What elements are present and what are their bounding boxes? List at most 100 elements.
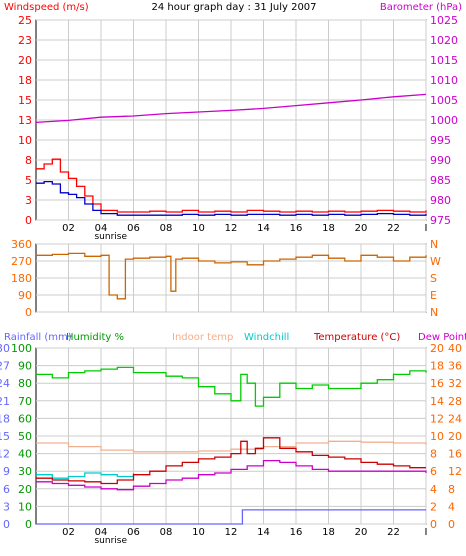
y-tick-label-direction: 90: [18, 289, 32, 302]
y-tick-label-temp-a: 10: [430, 430, 444, 443]
y-tick-label-temp-b: 28: [448, 395, 462, 408]
x-tick-label: 10: [192, 223, 205, 234]
temperature-series: [36, 437, 426, 485]
y-tick-label-humidity: 10: [18, 500, 32, 513]
y-tick-label-direction: 270: [11, 255, 32, 268]
y-tick-label-temp-a: 8: [430, 448, 437, 461]
y-tick-label-compass: S: [430, 272, 437, 285]
y-tick-label-temp-b: 36: [448, 360, 462, 373]
y-tick-label-windspeed: 20: [18, 54, 32, 67]
y-tick-label-barometer: 1010: [430, 74, 458, 87]
humidity-series: [36, 366, 427, 407]
x-tick-label: 06: [127, 527, 140, 538]
y-tick-label-rainfall: 9: [3, 465, 10, 478]
y-tick-label-windspeed: 5: [25, 174, 32, 187]
y-tick-label-rainfall: 21: [0, 395, 10, 408]
x-tick-label: I: [425, 527, 428, 538]
y-tick-label-rainfall: 6: [3, 483, 10, 496]
x-tick-label: 04: [95, 223, 108, 234]
y-tick-label-direction: 360: [11, 238, 32, 251]
x-tick-label: 16: [290, 527, 303, 538]
y-tick-label-humidity: 0: [25, 518, 32, 531]
chart-title: 24 hour graph day : 31 July 2007: [151, 2, 316, 13]
y-tick-label-windspeed: 13: [18, 114, 32, 127]
x-tick-label: 04: [95, 527, 108, 538]
rainfall-series: [36, 509, 426, 525]
x-tick-label: 20: [355, 527, 368, 538]
y-tick-label-temp-b: 12: [448, 465, 462, 478]
y-tick-label-temp-a: 18: [430, 360, 444, 373]
x-tick-label: 02: [62, 223, 75, 234]
barometer-series: [35, 93, 427, 124]
y-tick-label-rainfall: 18: [0, 412, 10, 425]
y-tick-label-compass: W: [430, 255, 441, 268]
x-tick-label: 22: [387, 527, 400, 538]
y-tick-label-humidity: 20: [18, 483, 32, 496]
x-tick-label: 02: [62, 527, 75, 538]
windspeed-series: [36, 158, 427, 213]
rainfall-axis-label: Rainfall (mm): [4, 332, 72, 343]
y-tick-label-windspeed: 25: [18, 14, 32, 27]
y-tick-label-windspeed: 3: [25, 194, 32, 207]
y-tick-label-windspeed: 0: [25, 214, 32, 227]
y-tick-label-rainfall: 24: [0, 377, 10, 390]
y-tick-label-rainfall: 12: [0, 448, 10, 461]
windspeed-axis-label: Windspeed (m/s): [4, 2, 89, 13]
y-tick-label-compass: N: [430, 238, 438, 251]
temperature-axis-label: Temperature (°C): [313, 332, 400, 343]
x-tick-label: 12: [225, 527, 238, 538]
y-tick-label-temp-b: 16: [448, 448, 462, 461]
y-tick-label-windspeed: 8: [25, 154, 32, 167]
y-tick-label-temp-b: 24: [448, 412, 462, 425]
y-tick-label-temp-b: 32: [448, 377, 462, 390]
y-tick-label-compass: E: [430, 289, 437, 302]
y-tick-label-direction: 180: [11, 272, 32, 285]
y-tick-label-humidity: 80: [18, 377, 32, 390]
x-tick-label: 10: [192, 527, 205, 538]
y-tick-label-temp-a: 12: [430, 412, 444, 425]
y-tick-label-temp-b: 8: [448, 483, 455, 496]
y-tick-label-windspeed: 18: [18, 74, 32, 87]
x-tick-label: 14: [257, 527, 270, 538]
x-tick-label: 12: [225, 223, 238, 234]
x-tick-label: 06: [127, 223, 140, 234]
y-tick-label-barometer: 1015: [430, 54, 458, 67]
y-tick-label-humidity: 90: [18, 360, 32, 373]
y-tick-label-temp-a: 0: [430, 518, 437, 531]
y-tick-label-temp-a: 20: [430, 342, 444, 355]
y-tick-label-humidity: 40: [18, 448, 32, 461]
x-tick-label: 22: [387, 223, 400, 234]
y-tick-label-rainfall: 27: [0, 360, 10, 373]
barometer-axis-label: Barometer (hPa): [380, 2, 462, 13]
y-tick-label-temp-a: 16: [430, 377, 444, 390]
y-tick-label-humidity: 100: [11, 342, 32, 355]
x-tick-label: I: [425, 223, 428, 234]
y-tick-label-barometer: 975: [430, 214, 451, 227]
y-tick-label-temp-b: 40: [448, 342, 462, 355]
y-tick-label-barometer: 1020: [430, 34, 458, 47]
y-tick-label-temp-a: 14: [430, 395, 444, 408]
y-tick-label-temp-b: 0: [448, 518, 455, 531]
y-tick-label-temp-a: 6: [430, 465, 437, 478]
x-tick-label: 18: [322, 527, 335, 538]
y-tick-label-barometer: 990: [430, 154, 451, 167]
y-tick-label-humidity: 70: [18, 395, 32, 408]
y-tick-label-windspeed: 15: [18, 94, 32, 107]
y-tick-label-windspeed: 10: [18, 134, 32, 147]
y-tick-label-direction: 0: [25, 306, 32, 319]
temperature-humidity-panel: 0369121518212427300102030405060708090100…: [0, 342, 462, 546]
y-tick-label-barometer: 1000: [430, 114, 458, 127]
y-tick-label-humidity: 30: [18, 465, 32, 478]
y-tick-label-barometer: 980: [430, 194, 451, 207]
dewpoint-axis-label: Dew Point: [418, 332, 466, 343]
y-tick-label-temp-a: 4: [430, 483, 437, 496]
sunrise-label: sunrise: [94, 536, 127, 546]
y-tick-label-temp-b: 4: [448, 500, 455, 513]
indoor-temp-label: Indoor temp: [172, 332, 233, 343]
x-tick-label: 14: [257, 223, 270, 234]
y-tick-label-humidity: 60: [18, 412, 32, 425]
y-tick-label-humidity: 50: [18, 430, 32, 443]
y-tick-label-barometer: 1005: [430, 94, 458, 107]
x-tick-label: 08: [160, 223, 173, 234]
wind-barometer-panel: 0358101315182023259759809859909951000100…: [18, 14, 458, 242]
